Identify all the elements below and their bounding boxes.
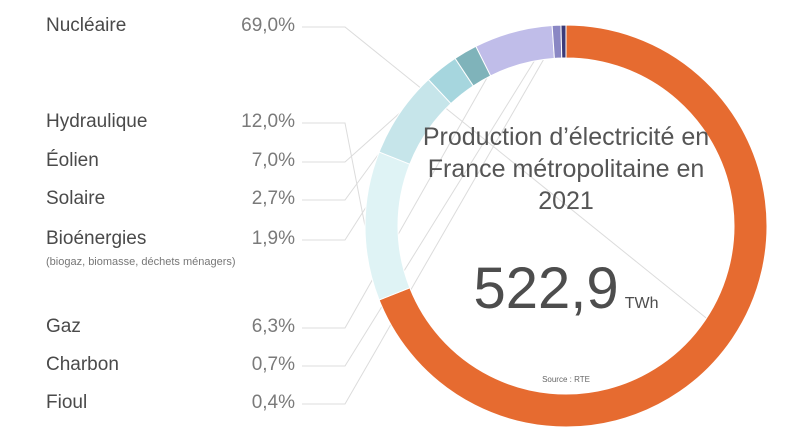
legend-label-charbon: Charbon [46,354,119,375]
legend-label-nucleaire: Nucléaire [46,15,127,36]
legend-label-solaire: Solaire [46,188,106,209]
legend-value-eolien: 7,0% [251,150,295,171]
total-production: 522,9 TWh [416,258,716,320]
leader-line-eolien [302,112,401,163]
legend-value-hydraulique: 12,0% [241,111,295,132]
legend-value-bioenergies: 1,9% [251,228,295,249]
legend-value-fioul: 0,4% [251,392,295,413]
chart-title: Production d’électricité en France métro… [422,123,710,215]
legend-label-gaz: Gaz [46,316,81,337]
donut-ring [364,24,768,428]
source-note: Source : RTE [542,375,590,384]
legend-value-solaire: 2,7% [251,188,295,209]
legend-label-eolien: Éolien [46,150,99,171]
legend-label-bioenergies: Bioénergies [46,228,147,249]
leader-line-gaz [302,31,514,329]
slice-nucleaire [378,24,768,428]
total-value: 522,9 [473,256,619,321]
legend-value-gaz: 6,3% [251,316,295,337]
slice-fioul [560,24,567,59]
slice-charbon [551,24,563,59]
leader-lines [302,24,733,405]
legend-label-hydraulique: Hydraulique [46,111,148,132]
leader-line-nucleaire [302,26,733,340]
legend-label-fioul: Fioul [46,392,88,413]
legend-sublabel-bioenergies: (biogaz, biomasse, déchets ménagers) [46,256,236,268]
slice-gaz [475,24,555,77]
leader-line-fioul [302,24,564,405]
leader-line-charbon [302,24,557,367]
legend-value-nucleaire: 69,0% [241,15,295,36]
legend-value-charbon: 0,7% [251,354,295,375]
total-unit: TWh [624,295,659,312]
leader-line-hydraulique [302,122,366,227]
